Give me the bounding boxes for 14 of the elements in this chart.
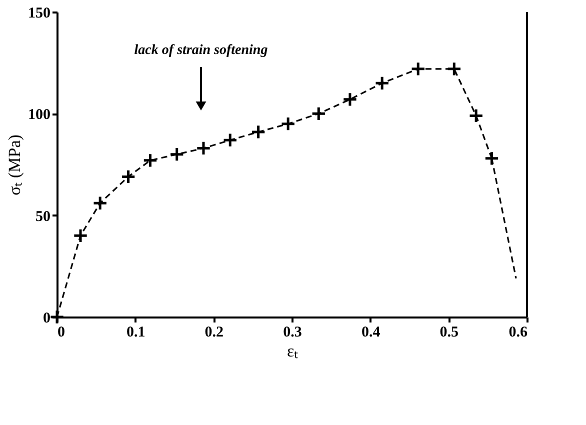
x-tick-label: 0.6 (508, 324, 528, 340)
y-tick-label: 0 (43, 310, 50, 326)
y-tick-label: 50 (36, 208, 50, 225)
x-tick-label: 0.4 (361, 324, 381, 340)
x-tick-label: 0.1 (126, 324, 146, 340)
x-tick-label: 0.3 (283, 324, 302, 340)
annotation: lack of strain softening (134, 43, 268, 58)
y-axis-title: σₜ (MPa) (5, 134, 24, 196)
y-tick-label: 150 (28, 6, 50, 22)
x-tick-label: 0.2 (204, 324, 224, 340)
x-tick-label: 0.5 (440, 324, 459, 340)
x-axis-title: εₜ (286, 342, 298, 360)
y-tick-label: 100 (28, 107, 50, 124)
x-tick-label: 0 (58, 324, 65, 340)
